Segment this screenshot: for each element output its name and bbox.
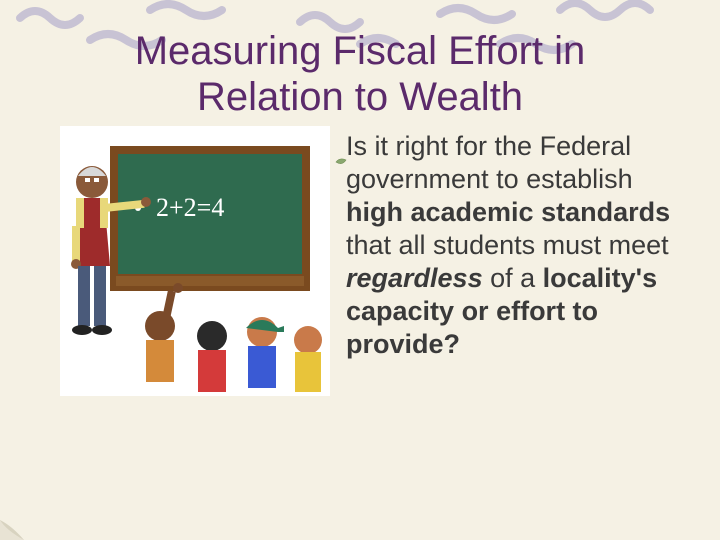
body-bold1: high academic standards: [346, 197, 670, 227]
classroom-illustration: 2+2=4: [60, 126, 330, 396]
chalk-equation: 2+2=4: [156, 193, 224, 222]
content-row: 2+2=4: [0, 126, 720, 396]
body-italicbold: regardless: [346, 263, 483, 293]
title-line-2: Relation to Wealth: [197, 75, 523, 119]
body-part1: Is it right for the Federal government t…: [346, 131, 633, 194]
body-part2: that all students must meet: [346, 230, 669, 260]
title-line-1: Measuring Fiscal Effort in: [135, 29, 586, 73]
body-part3: of a: [483, 263, 543, 293]
bullet-leaf-icon: [335, 156, 347, 168]
slide-title: Measuring Fiscal Effort in Relation to W…: [0, 0, 720, 126]
body-paragraph: Is it right for the Federal government t…: [346, 126, 694, 396]
page-curl-icon: [0, 516, 24, 540]
